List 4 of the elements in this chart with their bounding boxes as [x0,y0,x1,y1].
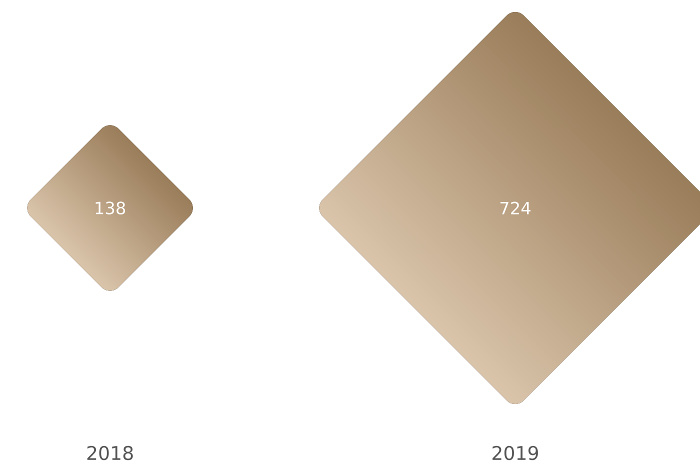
category-label: 2018 [87,446,133,460]
category-label: 2019 [492,446,538,460]
data-label: 138 [96,202,126,214]
data-label: 724 [500,202,530,214]
